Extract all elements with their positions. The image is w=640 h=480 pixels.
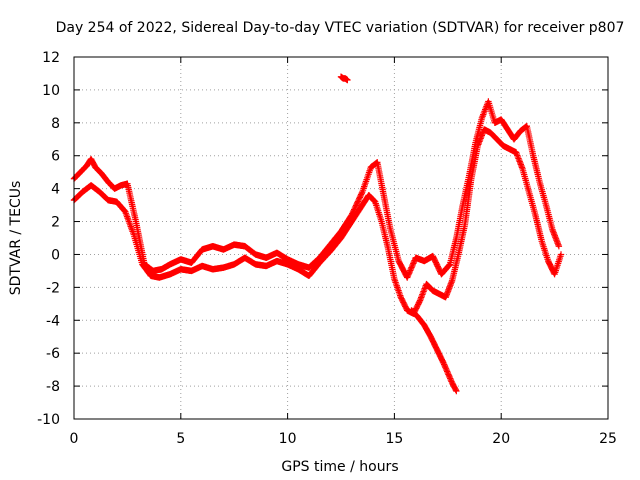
series-2 [408, 307, 460, 395]
y-tick-label: 4 [51, 182, 60, 198]
data-point [416, 298, 423, 306]
data-point [440, 359, 447, 367]
x-tick-label: 25 [599, 431, 617, 447]
data-point [406, 268, 413, 276]
x-tick-label: 5 [176, 431, 185, 447]
data-point [443, 368, 451, 375]
data-point [404, 272, 412, 280]
data-point [445, 371, 452, 378]
data-point [410, 260, 417, 267]
y-tick-label: -8 [46, 379, 60, 395]
data-point [445, 372, 453, 379]
y-tick-label: -10 [37, 412, 60, 428]
data-point [441, 362, 448, 370]
y-tick-label: -2 [46, 280, 60, 296]
y-tick-labels: -10 -8 -6 -4 -2 0 2 4 6 8 10 12 [37, 50, 60, 428]
x-tick-label: 20 [492, 431, 510, 447]
y-tick-label: 6 [51, 149, 60, 165]
x-tick-labels: 0 5 10 15 20 25 [70, 431, 617, 447]
plot-frame [73, 56, 609, 420]
data-point [410, 258, 418, 266]
data-point [446, 373, 453, 381]
y-tick-label: 2 [51, 215, 60, 231]
data-point [444, 369, 451, 377]
x-tick-label: 0 [70, 431, 79, 447]
y-tick-label: -6 [46, 346, 60, 362]
data-point [344, 76, 351, 84]
data-points [70, 73, 565, 395]
data-point [443, 366, 450, 374]
data-point [555, 243, 563, 250]
chart-title: Day 254 of 2022, Sidereal Day-to-day VTE… [56, 20, 625, 36]
data-point [452, 386, 459, 394]
x-tick-label: 15 [385, 431, 403, 447]
data-point [445, 262, 452, 269]
y-tick-label: 0 [51, 247, 60, 263]
series-0 [70, 98, 563, 281]
y-tick-label: -4 [46, 313, 60, 329]
x-axis-label: GPS time / hours [281, 459, 398, 475]
data-point [408, 264, 415, 271]
data-point [404, 274, 411, 281]
series-1 [70, 126, 565, 317]
data-point [442, 364, 449, 371]
data-point [408, 263, 416, 270]
y-tick-label: 10 [42, 83, 60, 99]
y-tick-label: 8 [51, 116, 60, 132]
data-point [557, 251, 565, 258]
data-point [407, 267, 414, 274]
data-point [405, 271, 412, 278]
data-point [358, 190, 365, 197]
data-point [405, 270, 413, 277]
data-point [453, 387, 460, 395]
data-point [447, 376, 455, 384]
x-tick-label: 10 [279, 431, 297, 447]
data-point [409, 261, 416, 268]
series-3 [337, 73, 351, 84]
y-tick-label: 12 [42, 50, 60, 66]
data-point [407, 265, 415, 273]
data-point [440, 361, 448, 368]
y-axis-label: SDTVAR / TECUs [8, 181, 24, 296]
tick-marks [73, 56, 609, 420]
data-point [442, 365, 450, 372]
data-point [447, 375, 454, 382]
